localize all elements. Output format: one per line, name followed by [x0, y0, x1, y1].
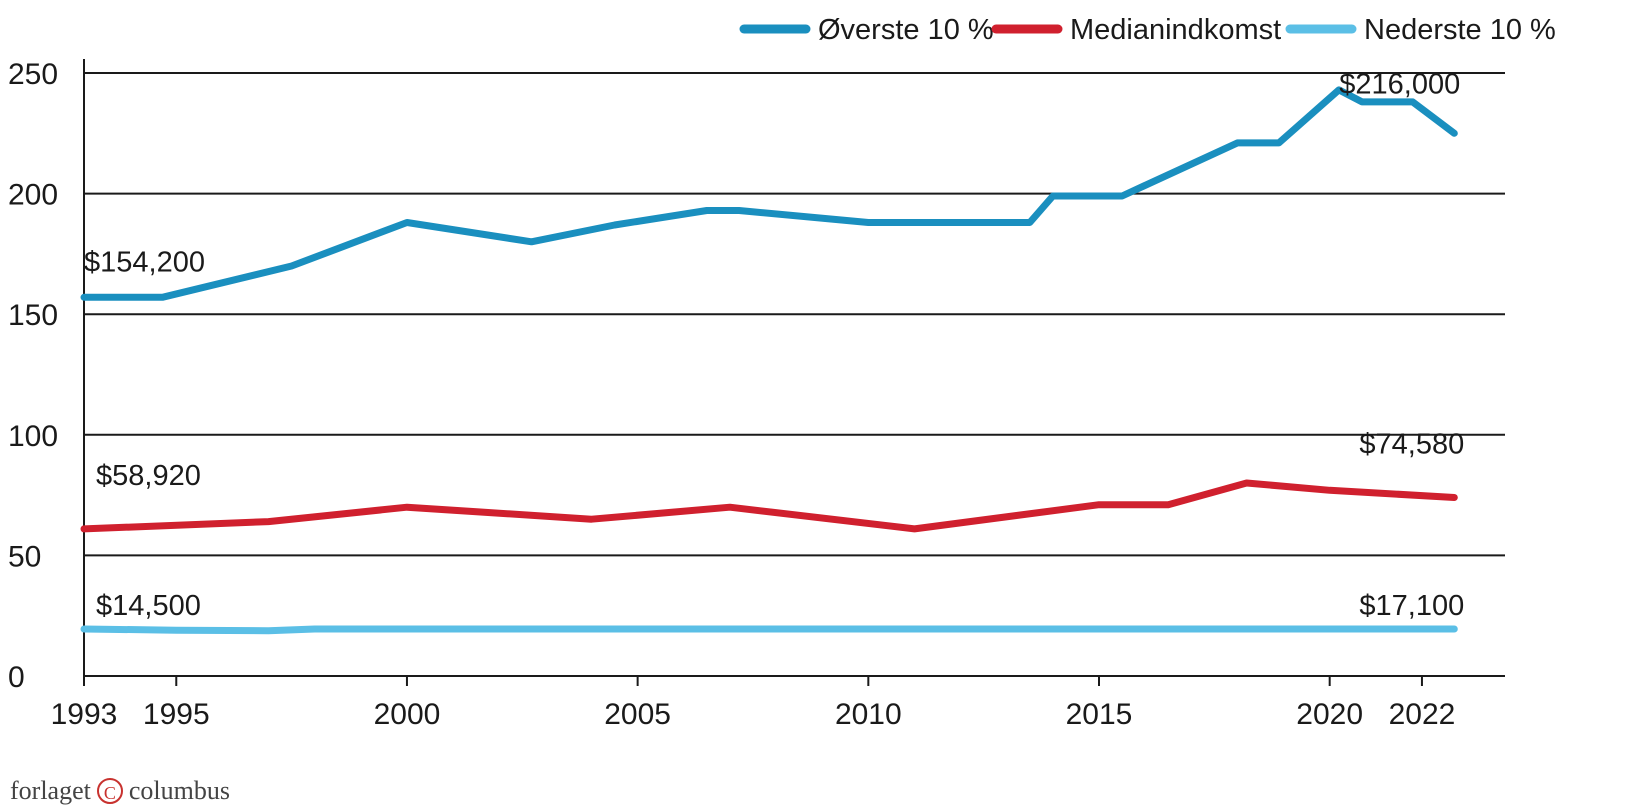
annotation-label: $17,100 [1359, 590, 1464, 622]
x-tick-label-2000: 2000 [374, 698, 441, 731]
value-annotations: $154,200 $216,000 $58,920 $74,580 $14,500 $17… [84, 68, 1464, 622]
x-tick-label-2005: 2005 [604, 698, 671, 731]
legend-label-1: Medianindkomst [1070, 14, 1281, 46]
annotation-label: $58,920 [96, 460, 201, 492]
axes [83, 59, 1505, 677]
y-axis-ticks: 0 50 100 150 200 250 [8, 58, 58, 694]
x-tick-label-2015: 2015 [1066, 698, 1133, 731]
y-tick-label-0: 0 [8, 661, 25, 694]
y-tick-label-150: 150 [8, 299, 58, 332]
annotation-label: $74,580 [1359, 429, 1464, 461]
annotation-label: $14,500 [96, 590, 201, 622]
copyright-icon: C [96, 778, 123, 804]
y-tick-label-250: 250 [8, 58, 58, 91]
x-tick-label-2020: 2020 [1296, 698, 1363, 731]
publisher-logo: forlaget C columbus [10, 776, 230, 806]
series-line-2 [80, 625, 1458, 635]
legend-label-0: Øverste 10 % [818, 14, 994, 46]
y-tick-label-200: 200 [8, 179, 58, 212]
brand-left: forlaget [10, 776, 91, 805]
brand-right: columbus [128, 776, 230, 805]
x-tick-label-1993: 1993 [51, 698, 118, 731]
legend: Øverste 10 % Medianindkomst Nederste 10 % [739, 14, 1556, 46]
x-tick-label-2022: 2022 [1389, 698, 1456, 731]
grid-lines [84, 72, 1505, 557]
x-axis-ticks: 1993 1995 2000 2005 2010 2015 2020 2022 [51, 676, 1456, 731]
annotation-label: $216,000 [1339, 68, 1460, 100]
annotation-label: $154,200 [84, 246, 205, 278]
series-line-0 [80, 86, 1458, 301]
x-tick-label-1995: 1995 [143, 698, 210, 731]
series-lines [80, 86, 1458, 635]
y-tick-label-100: 100 [8, 420, 58, 453]
legend-label-2: Nederste 10 % [1364, 14, 1556, 46]
x-tick-label-2010: 2010 [835, 698, 902, 731]
y-tick-label-50: 50 [8, 540, 41, 573]
series-line-1 [80, 479, 1458, 533]
